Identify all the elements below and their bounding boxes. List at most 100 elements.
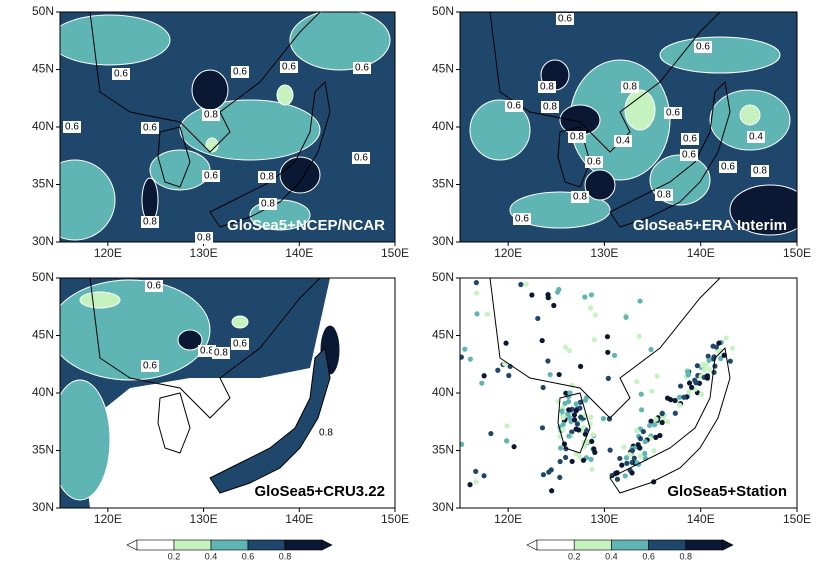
lon-label: 150E <box>381 512 409 526</box>
contour-label: 0.8 <box>200 346 214 357</box>
station-dot <box>460 441 465 447</box>
contour-label: 0.8 <box>197 233 211 244</box>
lat-label: 30N <box>32 234 54 248</box>
panel-title: GloSea5+CRU3.22 <box>255 483 385 500</box>
contour-region <box>659 36 781 74</box>
station-dot <box>637 436 644 442</box>
lat-label: 35N <box>432 177 454 191</box>
station-dot <box>587 305 594 311</box>
contour-label: 0.6 <box>515 214 529 225</box>
contour-region <box>191 69 229 111</box>
lon-label: 120E <box>94 512 122 526</box>
station-dot <box>614 476 621 482</box>
station-dot <box>488 430 494 437</box>
station-dot <box>503 438 510 444</box>
contour-label: 0.8 <box>214 348 228 359</box>
colorbar-tick-label: 0.2 <box>568 551 581 561</box>
lat-label: 30N <box>32 500 54 514</box>
coastline <box>557 392 591 454</box>
contour-label-bg <box>141 122 159 134</box>
colorbar-segment <box>247 539 286 551</box>
station-dot <box>556 371 562 378</box>
station-dot <box>686 380 693 386</box>
contour-label: 0.8 <box>753 166 767 177</box>
station-dot <box>481 473 487 479</box>
panel-title: GloSea5+ERA Interim <box>633 217 787 234</box>
contour-label-bg <box>571 191 589 203</box>
station-dot <box>631 455 637 461</box>
station-dot <box>629 470 635 476</box>
contour-label-bg <box>664 107 682 119</box>
station-dot <box>651 448 657 454</box>
map-panel <box>460 278 797 508</box>
contour-region <box>177 329 203 351</box>
lat-label: 45N <box>432 328 454 342</box>
lat-label: 45N <box>432 62 454 76</box>
contour-label-bg <box>751 165 769 177</box>
colorbar-segment <box>536 539 575 551</box>
station-dot <box>484 311 490 317</box>
station-dot <box>659 411 665 417</box>
station-dot <box>668 397 674 403</box>
station-dot <box>467 356 473 362</box>
contour-region <box>149 149 211 191</box>
station-dot <box>591 446 597 452</box>
lat-label: 45N <box>32 62 54 76</box>
station-dot <box>566 348 573 354</box>
station-dot <box>657 432 663 439</box>
station-dot <box>511 444 517 450</box>
station-dot <box>653 434 659 440</box>
station-dot <box>699 362 705 368</box>
station-dot <box>629 447 636 454</box>
colorbar-segment <box>210 539 249 551</box>
coastline <box>557 126 591 188</box>
station-dot <box>623 455 630 461</box>
station-dot <box>651 422 658 428</box>
station-dot <box>694 363 700 369</box>
contour-label: 0.6 <box>683 134 697 145</box>
lat-label: 35N <box>32 443 54 457</box>
contour-label: 0.8 <box>543 102 557 113</box>
contour-label: 0.6 <box>143 123 157 134</box>
station-dot <box>592 312 598 318</box>
station-dot <box>589 466 595 472</box>
station-dot <box>473 290 480 296</box>
colorbar-segment <box>136 539 175 551</box>
station-dot <box>693 380 699 386</box>
contour-label-bg <box>198 345 216 357</box>
contour-label: 0.6 <box>282 62 296 73</box>
japan-coverage <box>210 348 330 493</box>
station-dot <box>560 426 566 432</box>
contour-region <box>739 104 761 126</box>
station-dot <box>582 294 588 300</box>
contour-region <box>60 14 171 66</box>
station-dot <box>557 474 563 481</box>
coastline <box>209 346 331 494</box>
contour-region <box>279 156 321 194</box>
contour-label-bg <box>505 100 523 112</box>
station-dot <box>547 372 553 378</box>
contour-label-bg <box>141 360 159 372</box>
lon-label: 140E <box>687 246 715 260</box>
colorbar-end <box>126 539 138 551</box>
lat-label: 40N <box>32 385 54 399</box>
colorbar-tick-label: 0.4 <box>205 551 218 561</box>
station-dot <box>723 335 729 341</box>
lat-label: 50N <box>432 270 454 284</box>
contour-label: 0.6 <box>233 67 247 78</box>
contour-label-bg <box>655 189 673 201</box>
contour-label-bg <box>719 161 737 173</box>
colorbar-segment <box>284 539 323 551</box>
station-dot <box>605 349 611 355</box>
station-dot <box>529 292 535 298</box>
station-dot <box>727 358 733 364</box>
contour-label: 0.6 <box>721 162 735 173</box>
contour-label-bg <box>202 109 220 121</box>
station-dot <box>474 311 480 317</box>
station-dot <box>571 412 578 418</box>
lat-label: 40N <box>432 385 454 399</box>
station-dot <box>704 373 710 379</box>
lon-label: 130E <box>190 246 218 260</box>
station-dot <box>460 354 465 360</box>
station-dot <box>565 411 571 417</box>
